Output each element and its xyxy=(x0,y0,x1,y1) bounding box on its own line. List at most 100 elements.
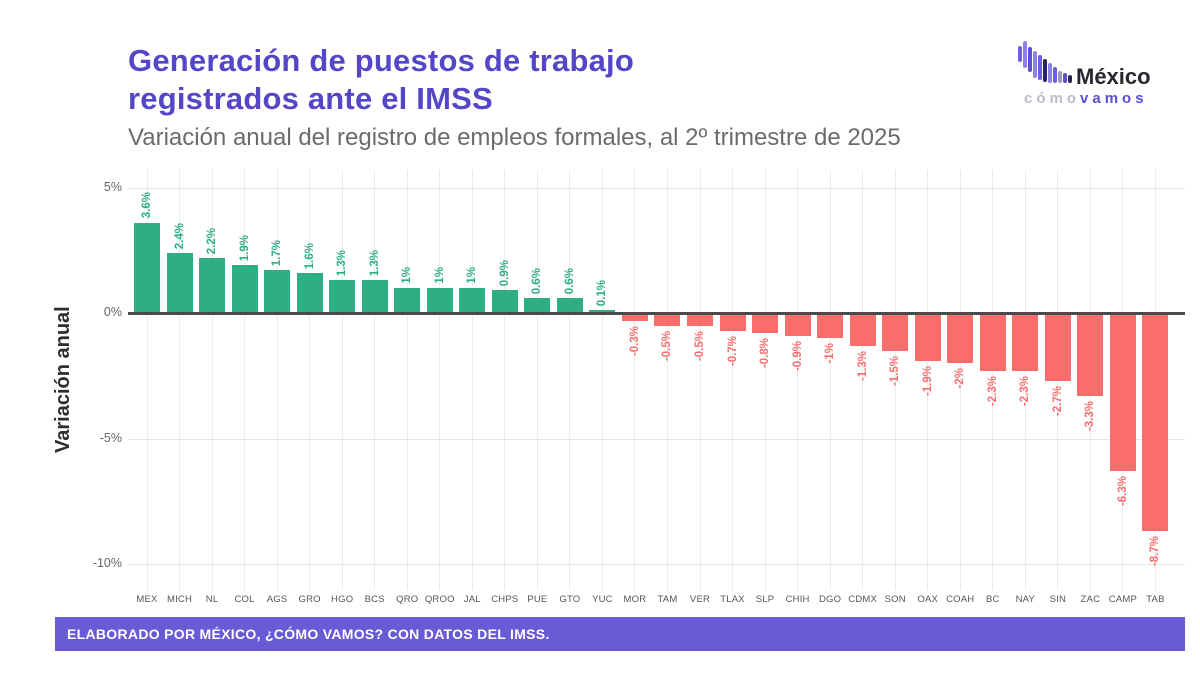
bar-BCS xyxy=(361,280,388,313)
x-axis-label: BC xyxy=(985,594,1000,605)
bar-GTO xyxy=(556,297,583,313)
bar-value-label: -0.9% xyxy=(791,340,804,371)
gridline-vertical xyxy=(829,170,831,590)
mexico-como-vamos-logo: México cómovamos xyxy=(1018,38,1168,110)
bar-chart-plot-area: 3.6% MEX 2.4% MICH 2.2% NL 1.9% COL 1.7% AGS 1.6% G… xyxy=(128,170,1185,615)
logo-text-comovamos: cómovamos xyxy=(1024,90,1148,107)
x-axis-label: CAMP xyxy=(1108,594,1138,605)
bar-value-label: -0.7% xyxy=(726,335,739,366)
y-axis-tick: 5% xyxy=(103,179,122,194)
x-axis-label: CHIH xyxy=(785,594,810,605)
bar-DGO xyxy=(817,313,844,339)
bar-value-label: 0.6% xyxy=(531,267,544,294)
x-axis-label: MICH xyxy=(166,594,193,605)
x-axis-label: JAL xyxy=(463,594,481,605)
x-axis-label: ZAC xyxy=(1080,594,1101,605)
footer-credit-bar: ELABORADO POR MÉXICO, ¿CÓMO VAMOS? CON D… xyxy=(55,617,1185,651)
x-axis-label: HGO xyxy=(331,594,354,605)
logo-text-como: cómo xyxy=(1024,90,1081,107)
bar-SLP xyxy=(752,313,779,334)
x-axis-label: CHPS xyxy=(491,594,519,605)
gridline-vertical xyxy=(992,170,994,590)
gridline-vertical xyxy=(504,170,506,590)
gridline-vertical xyxy=(1024,170,1026,590)
bar-value-label: -0.8% xyxy=(759,338,772,369)
y-axis-tick: -10% xyxy=(92,556,122,570)
page-title-line1: Generación de puestos de trabajo xyxy=(128,43,634,78)
gridline-vertical xyxy=(146,170,148,590)
bar-MEX xyxy=(134,222,160,313)
x-axis-label: AGS xyxy=(266,594,288,605)
bar-value-label: -6.3% xyxy=(1116,476,1129,507)
bar-CAMP xyxy=(1109,313,1136,472)
bar-NAY xyxy=(1012,313,1039,371)
x-axis-label: COL xyxy=(234,594,255,605)
bar-value-label: 2.4% xyxy=(173,222,186,249)
footer-credit-text: ELABORADO POR MÉXICO, ¿CÓMO VAMOS? CON D… xyxy=(67,626,550,642)
gridline-vertical xyxy=(959,170,961,590)
gridline-vertical xyxy=(927,170,929,590)
gridline-vertical xyxy=(536,170,538,590)
x-axis-label: GRO xyxy=(298,594,321,605)
bar-SIN xyxy=(1044,313,1071,381)
bar-value-label: 1% xyxy=(401,267,414,284)
logo-text-vamos: vamos xyxy=(1080,90,1148,107)
bar-value-label: 1.3% xyxy=(336,250,349,277)
bar-value-label: 0.9% xyxy=(498,260,511,287)
x-axis-label: GTO xyxy=(559,594,581,605)
gridline-vertical xyxy=(179,170,181,590)
gridline-vertical xyxy=(569,170,571,590)
bar-TAB xyxy=(1142,313,1169,532)
bar-QRO xyxy=(394,287,421,313)
x-axis-label: SIN xyxy=(1049,594,1067,605)
x-axis-label: CDMX xyxy=(848,594,878,605)
bar-value-label: -1% xyxy=(824,343,837,364)
y-axis-tick: -5% xyxy=(99,430,122,445)
x-axis-label: QRO xyxy=(396,594,419,605)
bar-SON xyxy=(882,313,909,351)
gridline-vertical xyxy=(244,170,246,590)
x-axis-label: COAH xyxy=(946,594,975,605)
bar-value-label: -1.5% xyxy=(889,355,902,386)
x-axis-label: TAM xyxy=(657,594,678,605)
x-axis-label: QROO xyxy=(424,594,455,605)
gridline-vertical xyxy=(471,170,473,590)
gridline-horizontal xyxy=(128,564,1185,565)
bar-value-label: -0.5% xyxy=(694,330,706,361)
x-axis-label: OAX xyxy=(917,594,939,605)
bar-CHPS xyxy=(491,290,518,313)
gridline-vertical xyxy=(439,170,441,590)
page-title-line2: registrados ante el IMSS xyxy=(128,81,493,116)
x-axis-label: SON xyxy=(884,594,906,605)
bar-value-label: -2.7% xyxy=(1051,385,1064,416)
bar-AGS xyxy=(264,270,291,313)
bar-COAH xyxy=(947,313,974,364)
gridline-vertical xyxy=(862,170,864,590)
gridline-vertical xyxy=(732,170,734,590)
bar-QROO xyxy=(426,287,453,313)
bar-value-label: -2.3% xyxy=(986,375,999,406)
bar-ZAC xyxy=(1077,313,1104,396)
gridline-vertical xyxy=(764,170,766,590)
x-axis-label: MEX xyxy=(136,594,158,605)
gridline-vertical xyxy=(406,170,408,590)
page-title: Generación de puestos de trabajo registr… xyxy=(128,42,634,118)
bar-value-label: -3.3% xyxy=(1084,400,1097,431)
bar-value-label: 0.6% xyxy=(563,267,576,294)
gridline-vertical xyxy=(666,170,668,590)
bar-value-label: -8.7% xyxy=(1149,536,1162,567)
page-subtitle: Variación anual del registro de empleos … xyxy=(128,124,901,151)
bar-NL xyxy=(199,257,226,313)
bar-VER xyxy=(687,313,713,326)
bar-CDMX xyxy=(849,313,876,346)
gridline-vertical xyxy=(309,170,311,590)
gridline-horizontal xyxy=(128,187,1185,189)
bar-value-label: 1.3% xyxy=(368,250,381,277)
bar-GRO xyxy=(296,272,323,313)
bar-value-label: 1% xyxy=(433,267,446,284)
bar-TAM xyxy=(654,313,681,326)
y-axis-tick: 0% xyxy=(103,305,122,319)
bar-value-label: -2% xyxy=(954,368,967,389)
x-axis-label: NL xyxy=(205,594,219,605)
